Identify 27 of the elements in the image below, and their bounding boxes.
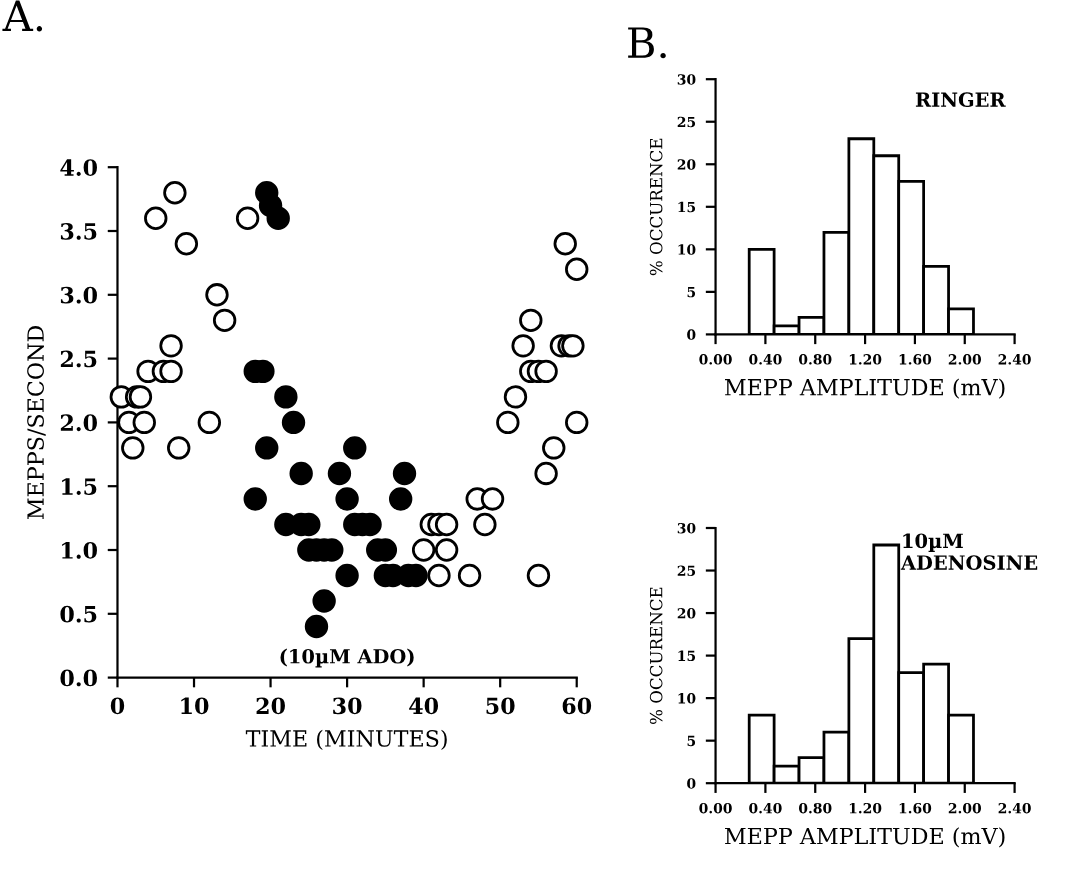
y-tick-label: 0.0: [60, 669, 97, 687]
x-axis-title: MEPP AMPLITUDE (mV): [725, 378, 1005, 399]
x-tick-label: 20: [256, 697, 285, 715]
y-tick-label: 4.0: [60, 159, 97, 176]
x-axis-title: TIME (MINUTES): [245, 729, 447, 751]
y-tick-label: 2.0: [60, 414, 97, 432]
chart-title: A.: [2, 0, 43, 32]
y-tick-label: 1.5: [62, 478, 97, 495]
y-axis-title: MEPPS/SECOND: [27, 325, 46, 520]
annotation: (10µM ADO): [280, 648, 414, 668]
annotation: RINGER: [915, 92, 1006, 108]
y-tick-label: 1.0: [62, 541, 97, 559]
x-tick-label: 0: [110, 697, 125, 715]
x-tick-label: 50: [486, 697, 515, 715]
y-axis-title: % OCCURENCE: [649, 587, 663, 724]
y-tick-label: 3.5: [60, 222, 97, 240]
x-axis-title: MEPP AMPLITUDE (mV): [725, 827, 1005, 848]
y-tick-label: 3.0: [60, 286, 97, 304]
chart-title: B.: [628, 27, 666, 59]
x-tick-label: 10: [181, 697, 209, 715]
y-tick-label: 2.5: [60, 350, 97, 368]
annotation: 10µM ADENOSINE: [900, 533, 1038, 570]
y-tick-label: 0.5: [60, 605, 97, 623]
x-tick-label: 40: [409, 697, 439, 715]
x-tick-label: 60: [562, 697, 592, 715]
x-tick-label: 30: [333, 697, 362, 715]
y-axis-title: % OCCURENCE: [649, 138, 663, 276]
